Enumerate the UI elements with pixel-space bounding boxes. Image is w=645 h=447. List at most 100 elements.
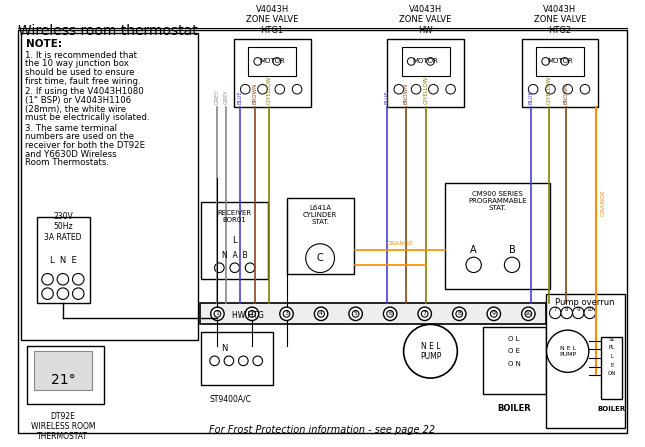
Circle shape [387, 311, 393, 317]
Text: SL: SL [609, 337, 615, 342]
Text: Pump overrun: Pump overrun [555, 299, 615, 308]
Text: numbers are used on the: numbers are used on the [25, 132, 134, 141]
Circle shape [584, 307, 595, 319]
Text: and Y6630D Wireless: and Y6630D Wireless [25, 150, 116, 159]
Circle shape [421, 311, 428, 317]
Text: G/YELLOW: G/YELLOW [423, 76, 428, 104]
Circle shape [42, 274, 54, 285]
Text: O L: O L [508, 336, 520, 342]
Circle shape [230, 263, 239, 273]
Circle shape [245, 263, 255, 273]
Circle shape [404, 325, 457, 378]
Text: 2. If using the V4043H1080: 2. If using the V4043H1080 [25, 87, 143, 96]
Text: 9: 9 [577, 308, 580, 312]
Text: HW HTG: HW HTG [232, 311, 264, 320]
Circle shape [248, 311, 255, 317]
Text: 10: 10 [524, 311, 532, 316]
Text: N  A  B: N A B [222, 251, 248, 260]
Bar [21, 33, 198, 340]
Text: 10: 10 [586, 308, 593, 312]
Bar [536, 47, 584, 76]
Text: 1: 1 [215, 311, 219, 316]
Text: RECEIVER
BOR01: RECEIVER BOR01 [217, 210, 252, 223]
Circle shape [72, 288, 84, 299]
Bar [286, 198, 353, 274]
Text: GREY: GREY [224, 89, 228, 104]
Text: L641A
CYLINDER
STAT.: L641A CYLINDER STAT. [303, 205, 337, 225]
Circle shape [426, 58, 434, 65]
Text: V4043H
ZONE VALVE
HTG1: V4043H ZONE VALVE HTG1 [246, 5, 298, 34]
Text: 8: 8 [565, 308, 568, 312]
Text: BROWN: BROWN [563, 82, 568, 104]
Circle shape [306, 244, 335, 273]
Text: MOTOR: MOTOR [413, 59, 439, 64]
Bar [34, 351, 92, 390]
Text: must be electrically isolated.: must be electrically isolated. [25, 113, 149, 122]
Text: O N: O N [508, 361, 521, 367]
Text: Room Thermostats.: Room Thermostats. [25, 158, 108, 167]
Text: MOTOR: MOTOR [547, 59, 573, 64]
Circle shape [224, 356, 233, 366]
Circle shape [42, 288, 54, 299]
Circle shape [283, 311, 290, 317]
Text: BLUE: BLUE [238, 90, 243, 104]
Text: L: L [610, 354, 613, 359]
Text: GREY: GREY [215, 89, 220, 104]
Circle shape [57, 274, 68, 285]
Text: PL: PL [609, 346, 615, 350]
Circle shape [580, 84, 590, 94]
Text: G/YELLOW: G/YELLOW [546, 76, 551, 104]
Circle shape [245, 307, 259, 320]
Circle shape [542, 58, 550, 65]
Text: N E L
PUMP: N E L PUMP [559, 346, 576, 357]
Circle shape [318, 311, 324, 317]
Text: 7: 7 [553, 308, 557, 312]
Text: C: C [317, 253, 324, 263]
Circle shape [254, 58, 262, 65]
Circle shape [453, 307, 466, 320]
Text: G/YELLOW: G/YELLOW [267, 76, 272, 104]
Circle shape [211, 307, 224, 320]
Text: 1. It is recommended that: 1. It is recommended that [25, 51, 137, 60]
Text: the 10 way junction box: the 10 way junction box [25, 59, 128, 68]
Bar [233, 39, 310, 106]
Text: should be used to ensure: should be used to ensure [25, 68, 134, 77]
Text: 2: 2 [250, 311, 254, 316]
Circle shape [546, 330, 589, 372]
Bar [27, 346, 104, 404]
Circle shape [383, 307, 397, 320]
Circle shape [215, 263, 224, 273]
Circle shape [573, 307, 584, 319]
Circle shape [394, 84, 404, 94]
Circle shape [352, 311, 359, 317]
Text: DT92E
WIRELESS ROOM
THERMOSTAT: DT92E WIRELESS ROOM THERMOSTAT [31, 412, 95, 442]
Text: For Frost Protection information - see page 22: For Frost Protection information - see p… [209, 425, 435, 435]
Text: first time, fault free wiring.: first time, fault free wiring. [25, 77, 140, 86]
Text: 4: 4 [319, 311, 323, 316]
Text: E: E [610, 363, 613, 367]
Circle shape [446, 84, 455, 94]
Text: L  N  E: L N E [50, 256, 76, 265]
Bar [37, 217, 90, 303]
Circle shape [418, 307, 432, 320]
Text: ON: ON [608, 371, 616, 376]
Text: (1" BSP) or V4043H1106: (1" BSP) or V4043H1106 [25, 96, 131, 105]
Circle shape [258, 84, 267, 94]
Text: 3: 3 [284, 311, 288, 316]
Circle shape [525, 311, 531, 317]
Text: 21°: 21° [50, 373, 75, 387]
Text: 8: 8 [457, 311, 461, 316]
Circle shape [57, 288, 68, 299]
Text: ORANGE: ORANGE [386, 241, 413, 246]
Circle shape [408, 58, 415, 65]
Circle shape [561, 58, 569, 65]
Bar [387, 39, 464, 106]
Text: (28mm), the white wire: (28mm), the white wire [25, 105, 126, 114]
Circle shape [275, 84, 284, 94]
Circle shape [241, 84, 250, 94]
Text: L: L [232, 236, 237, 245]
Bar [200, 303, 546, 325]
Circle shape [314, 307, 328, 320]
Text: Wireless room thermostat: Wireless room thermostat [18, 24, 197, 38]
Text: 5: 5 [353, 311, 357, 316]
